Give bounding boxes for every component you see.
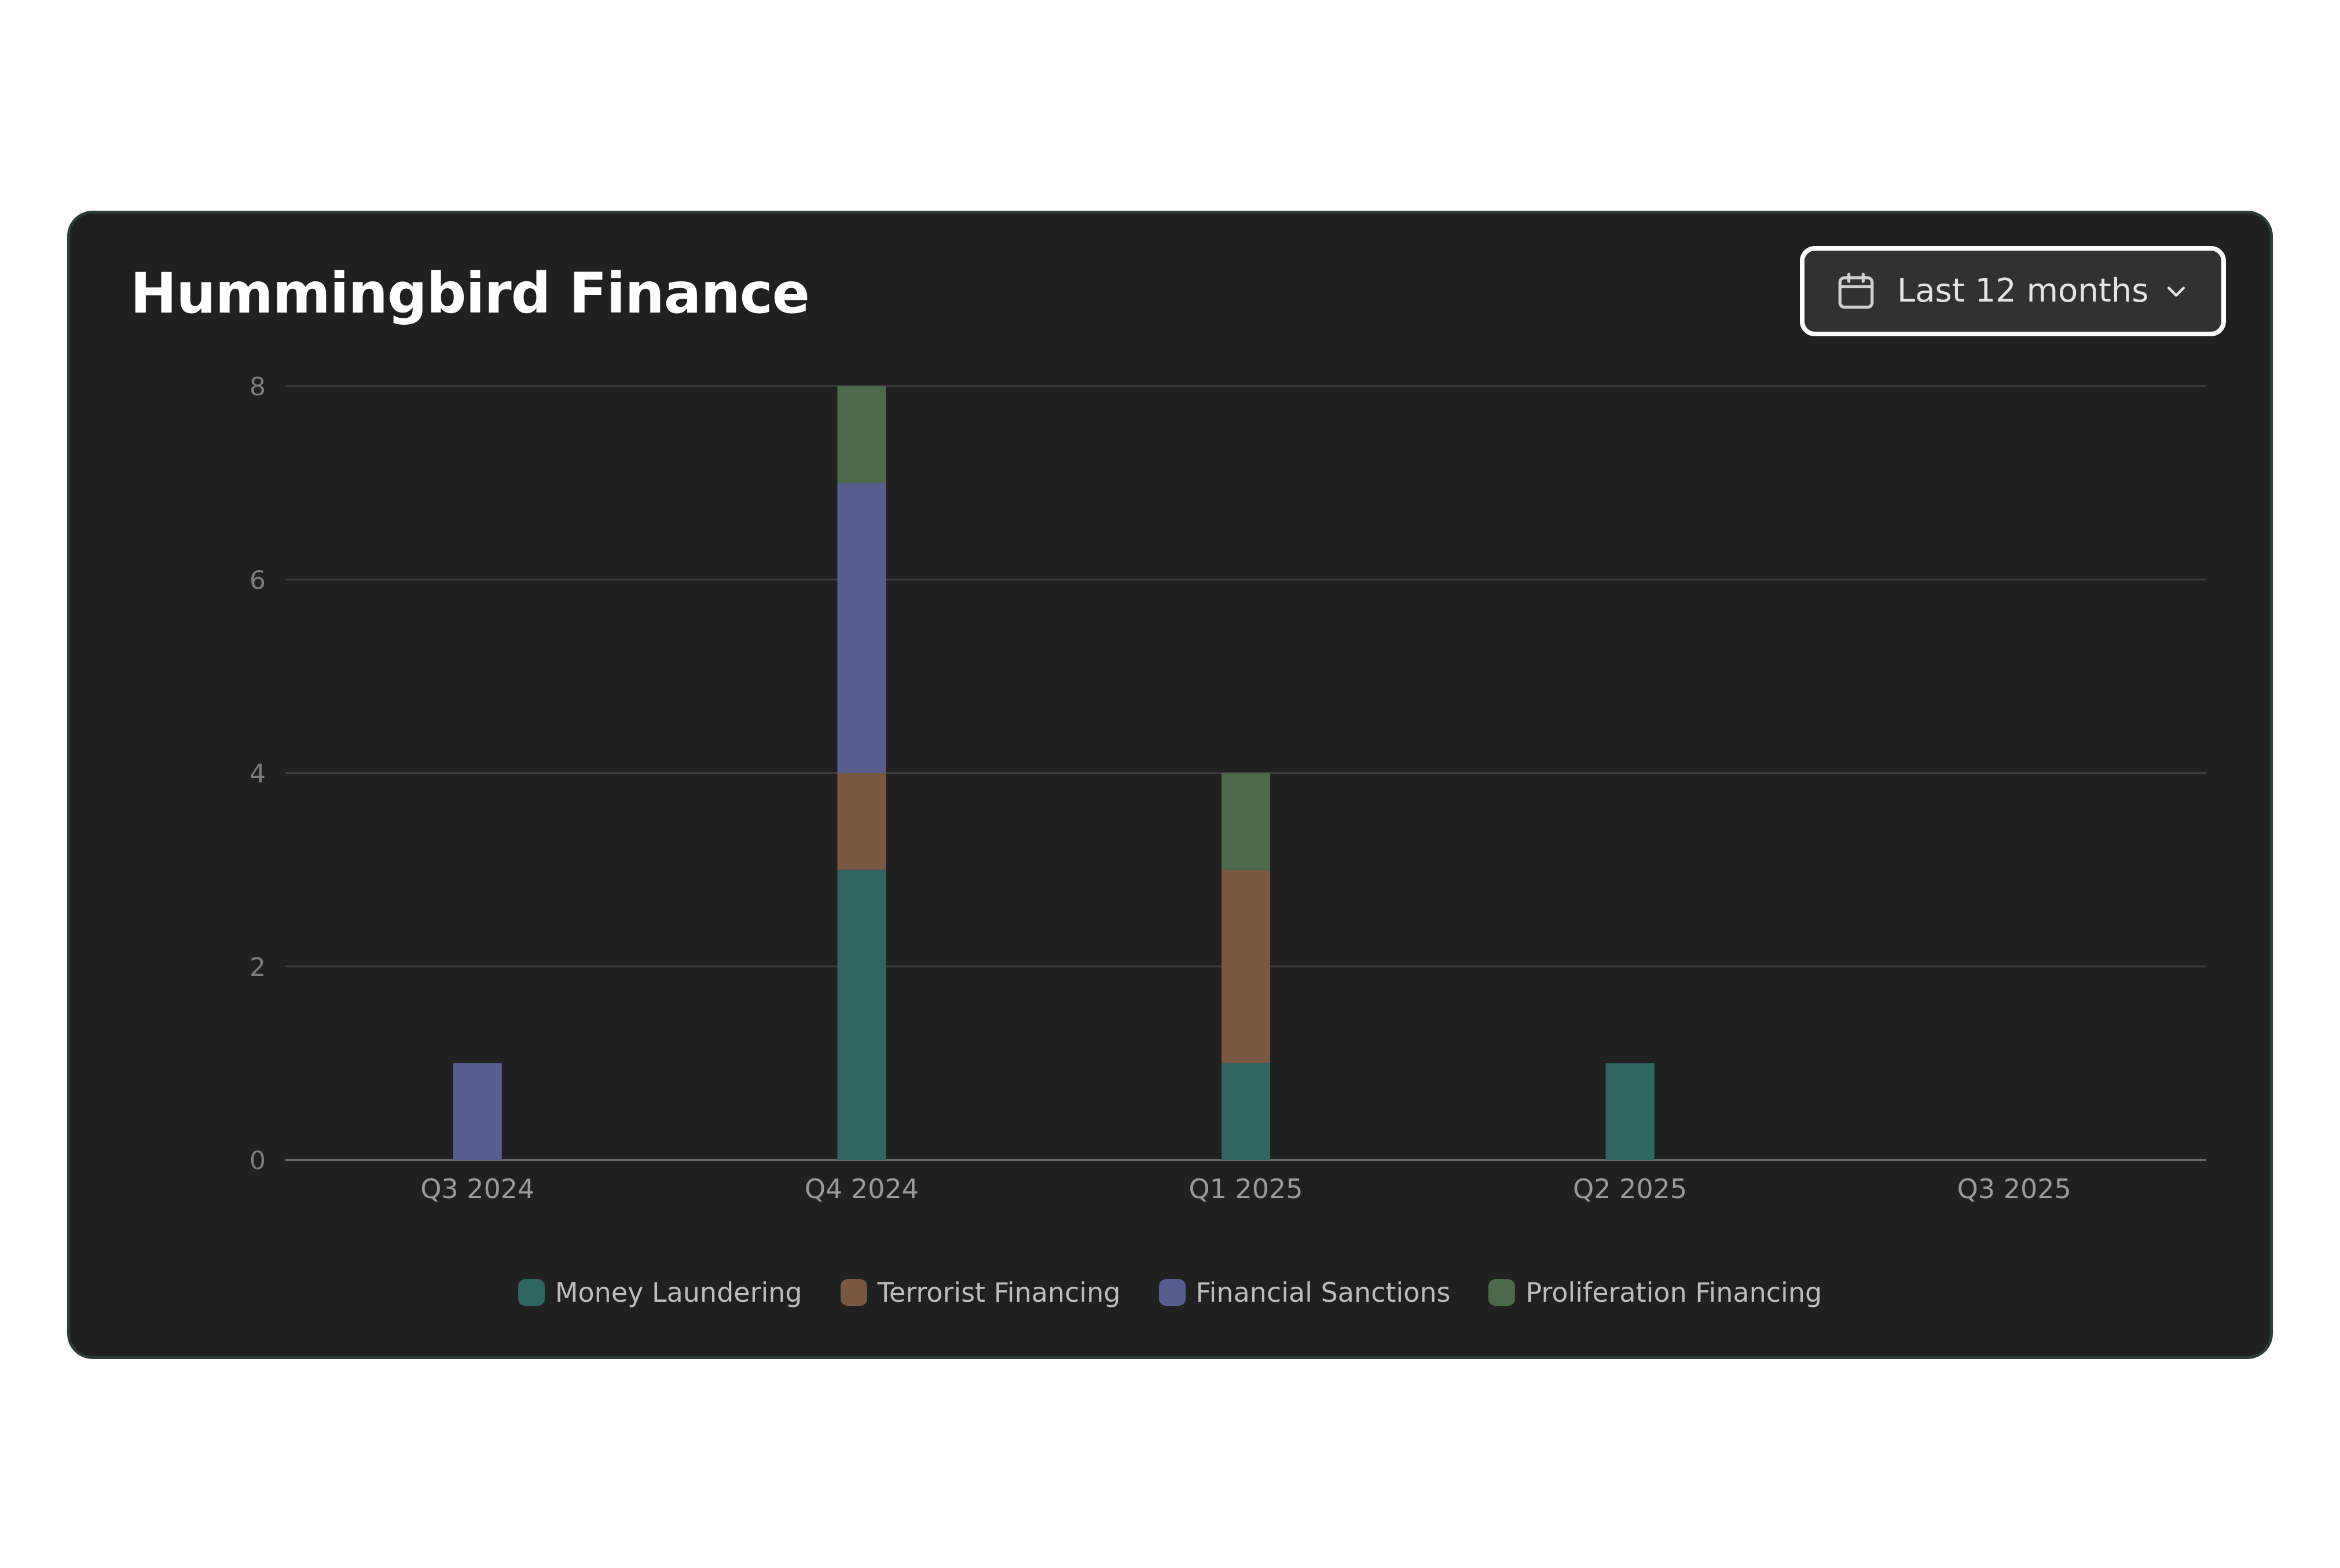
bar-segment [1222, 1063, 1270, 1160]
page-title: Hummingbird Finance [130, 261, 810, 326]
x-tick-label: Q3 2025 [1957, 1173, 2071, 1205]
bar-segment [837, 386, 886, 483]
bar-chart: 0 2 4 6 8 Q3 2024 Q4 2024 Q1 2025 Q2 2025 Q3 2025 [250, 372, 2206, 1205]
x-tick-label: Q2 2025 [1573, 1173, 1687, 1205]
y-tick-label: 8 [250, 372, 266, 402]
legend-label: Financial Sanctions [1195, 1277, 1451, 1308]
bar-segment [1605, 1063, 1655, 1160]
date-range-label: Last 12 months [1897, 272, 2149, 310]
chart-legend: Money Laundering Terrorist Financing Finan… [70, 1276, 2270, 1309]
legend-swatch [518, 1279, 545, 1306]
bar-segment [837, 773, 886, 870]
y-tick-label: 2 [250, 953, 266, 982]
legend-label: Terrorist Financing [877, 1277, 1121, 1308]
legend-item: Financial Sanctions [1158, 1276, 1451, 1309]
legend-swatch [1158, 1279, 1186, 1306]
calendar-icon [1838, 273, 1874, 309]
legend-item: Proliferation Financing [1488, 1276, 1822, 1309]
legend-item: Terrorist Financing [840, 1276, 1121, 1309]
date-range-select[interactable]: Last 12 months [1800, 246, 2226, 336]
legend-swatch [1488, 1279, 1516, 1306]
x-tick-label: Q1 2025 [1189, 1173, 1303, 1205]
chevron-down-icon [2167, 287, 2185, 297]
legend-item: Money Laundering [518, 1276, 802, 1309]
y-tick-label: 4 [250, 759, 266, 789]
bar-segment [837, 869, 886, 1160]
bar-segment [1222, 869, 1270, 1063]
y-tick-label: 6 [250, 565, 266, 595]
legend-label: Proliferation Financing [1525, 1277, 1822, 1308]
x-tick-label: Q4 2024 [805, 1173, 919, 1205]
legend-label: Money Laundering [555, 1277, 802, 1308]
bar-segment [1222, 773, 1270, 870]
y-tick-label: 0 [250, 1146, 266, 1176]
x-tick-label: Q3 2024 [420, 1173, 534, 1205]
bar-segment [453, 1063, 502, 1160]
chart-card: Hummingbird Finance Last 12 months 0 2 4 6 8… [67, 211, 2273, 1359]
legend-swatch [840, 1279, 867, 1306]
bar-segment [837, 483, 886, 773]
